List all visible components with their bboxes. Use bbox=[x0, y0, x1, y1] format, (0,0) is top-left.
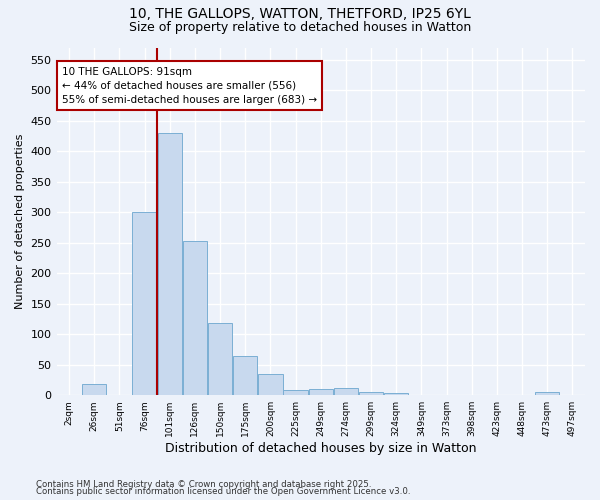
Bar bbox=[258, 374, 283, 395]
Bar bbox=[233, 356, 257, 395]
Text: 10 THE GALLOPS: 91sqm
← 44% of detached houses are smaller (556)
55% of semi-det: 10 THE GALLOPS: 91sqm ← 44% of detached … bbox=[62, 66, 317, 104]
Bar bbox=[82, 384, 106, 395]
Bar bbox=[308, 389, 333, 395]
Bar bbox=[183, 241, 207, 395]
Bar bbox=[535, 392, 559, 395]
Bar bbox=[359, 392, 383, 395]
Text: Size of property relative to detached houses in Watton: Size of property relative to detached ho… bbox=[129, 21, 471, 34]
Text: 10, THE GALLOPS, WATTON, THETFORD, IP25 6YL: 10, THE GALLOPS, WATTON, THETFORD, IP25 … bbox=[129, 8, 471, 22]
Bar bbox=[283, 390, 308, 395]
Bar bbox=[133, 212, 157, 395]
Bar bbox=[208, 322, 232, 395]
Bar bbox=[158, 133, 182, 395]
X-axis label: Distribution of detached houses by size in Watton: Distribution of detached houses by size … bbox=[165, 442, 476, 455]
Y-axis label: Number of detached properties: Number of detached properties bbox=[15, 134, 25, 309]
Bar bbox=[334, 388, 358, 395]
Text: Contains public sector information licensed under the Open Government Licence v3: Contains public sector information licen… bbox=[36, 487, 410, 496]
Bar bbox=[384, 394, 409, 395]
Text: Contains HM Land Registry data © Crown copyright and database right 2025.: Contains HM Land Registry data © Crown c… bbox=[36, 480, 371, 489]
